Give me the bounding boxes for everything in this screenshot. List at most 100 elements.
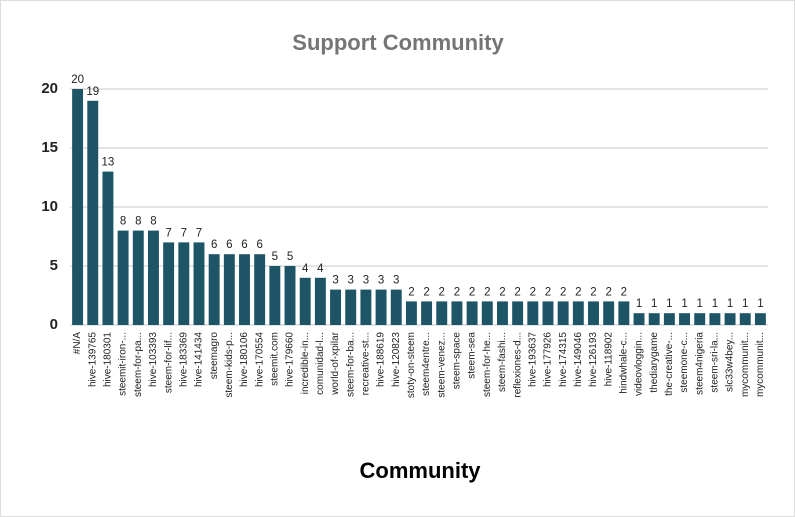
value-label: 3 bbox=[332, 275, 338, 287]
x-tick-label: hive-180301 bbox=[103, 332, 114, 387]
bar bbox=[178, 242, 190, 325]
bar bbox=[648, 313, 660, 325]
value-label: 2 bbox=[469, 286, 475, 298]
value-label: 2 bbox=[499, 286, 505, 298]
bar bbox=[193, 242, 205, 325]
value-label: 2 bbox=[575, 286, 581, 298]
value-label: 6 bbox=[256, 239, 262, 251]
value-label: 2 bbox=[560, 286, 566, 298]
value-label: 8 bbox=[135, 216, 141, 228]
bar bbox=[557, 301, 569, 325]
value-label: 6 bbox=[241, 239, 247, 251]
x-tick-label: hive-120823 bbox=[391, 332, 402, 387]
bar bbox=[72, 89, 84, 325]
bar bbox=[390, 289, 402, 325]
bar bbox=[739, 313, 751, 325]
x-tick-label: steem-sea bbox=[467, 332, 478, 379]
value-label: 8 bbox=[120, 216, 126, 228]
value-label: 1 bbox=[697, 298, 703, 310]
x-tick-label: incredible-in... bbox=[300, 332, 311, 394]
value-label: 3 bbox=[348, 275, 354, 287]
value-label: 1 bbox=[651, 298, 657, 310]
x-tick-label: hive-118902 bbox=[603, 332, 614, 387]
bar bbox=[542, 301, 554, 325]
x-tick-label: hive-170554 bbox=[254, 332, 265, 387]
bar bbox=[754, 313, 766, 325]
x-tick-label: steem-fashi... bbox=[497, 332, 508, 392]
value-label: 1 bbox=[712, 298, 718, 310]
x-tick-label: hive-126193 bbox=[588, 332, 599, 387]
value-label: 2 bbox=[439, 286, 445, 298]
bar bbox=[223, 254, 235, 325]
bar bbox=[633, 313, 645, 325]
value-label: 7 bbox=[181, 227, 187, 239]
bar bbox=[603, 301, 615, 325]
x-tick-label: hive-174315 bbox=[558, 332, 569, 387]
value-label: 2 bbox=[621, 286, 627, 298]
x-tick-label: the-creative-... bbox=[664, 332, 675, 396]
value-label: 7 bbox=[165, 227, 171, 239]
x-tick-label: videovloggin... bbox=[634, 332, 645, 396]
bar bbox=[709, 313, 721, 325]
bar bbox=[102, 171, 114, 325]
value-label: 2 bbox=[530, 286, 536, 298]
bar bbox=[284, 266, 296, 325]
x-tick-label: steem4entre... bbox=[421, 332, 432, 396]
value-label: 2 bbox=[423, 286, 429, 298]
x-tick-label: hive-188619 bbox=[376, 332, 387, 387]
x-axis-title: Community bbox=[360, 458, 482, 483]
value-label: 13 bbox=[102, 157, 115, 169]
x-tick-label: steemone-c... bbox=[679, 332, 690, 393]
bar bbox=[375, 289, 387, 325]
value-label: 3 bbox=[363, 275, 369, 287]
x-tick-label: hive-180106 bbox=[239, 332, 250, 387]
x-tick-label: mycommunit... bbox=[755, 332, 766, 397]
bar bbox=[527, 301, 539, 325]
value-label: 1 bbox=[757, 298, 763, 310]
bar bbox=[147, 230, 159, 325]
x-tick-label: steem-kids-p... bbox=[224, 332, 235, 398]
bar bbox=[330, 289, 342, 325]
bar bbox=[466, 301, 478, 325]
x-tick-label: stoty-on-steem bbox=[406, 332, 417, 398]
x-tick-label: steem-for-ba... bbox=[345, 332, 356, 397]
value-label: 3 bbox=[393, 275, 399, 287]
value-label: 1 bbox=[666, 298, 672, 310]
value-label: 5 bbox=[272, 251, 278, 263]
x-tick-label: hive-179660 bbox=[285, 332, 296, 387]
bar bbox=[512, 301, 524, 325]
value-label: 6 bbox=[226, 239, 232, 251]
x-tick-label: steem-for-lif... bbox=[163, 332, 174, 393]
x-tick-label: steem-space bbox=[452, 332, 463, 390]
value-label: 2 bbox=[545, 286, 551, 298]
x-tick-label: steem-for-pa... bbox=[133, 332, 144, 397]
value-label: 19 bbox=[86, 86, 99, 98]
x-tick-label: steemit.com bbox=[269, 332, 280, 386]
bar bbox=[314, 277, 326, 325]
value-label: 4 bbox=[302, 263, 309, 275]
x-tick-label: steem-for-he... bbox=[482, 332, 493, 397]
value-label: 8 bbox=[150, 216, 156, 228]
bar bbox=[436, 301, 448, 325]
value-label: 1 bbox=[636, 298, 642, 310]
x-tick-label: hive-193637 bbox=[527, 332, 538, 387]
x-tick-label: hive-103393 bbox=[148, 332, 159, 387]
x-tick-label: hive-141434 bbox=[194, 332, 205, 387]
bar bbox=[299, 277, 311, 325]
bar bbox=[679, 313, 691, 325]
y-tick-label: 10 bbox=[41, 198, 58, 215]
y-tick-label: 0 bbox=[50, 316, 58, 333]
chart-title: Support Community bbox=[292, 30, 504, 55]
y-tick-label: 20 bbox=[41, 80, 58, 97]
value-label: 7 bbox=[196, 227, 202, 239]
bar bbox=[87, 100, 99, 325]
x-tick-label: steem-sri-la... bbox=[710, 332, 721, 393]
value-label: 2 bbox=[484, 286, 490, 298]
value-label: 1 bbox=[681, 298, 687, 310]
x-tick-label: recreative-st... bbox=[361, 332, 372, 395]
bar bbox=[163, 242, 175, 325]
x-tick-label: hive-149046 bbox=[573, 332, 584, 387]
bar bbox=[618, 301, 630, 325]
x-tick-label: hindwhale-c... bbox=[618, 332, 629, 394]
